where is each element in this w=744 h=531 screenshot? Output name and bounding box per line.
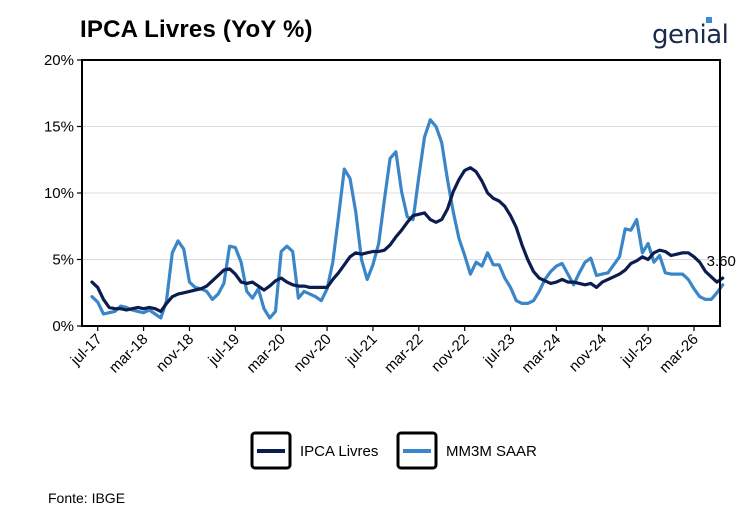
x-tick-label: jul-23	[480, 331, 519, 370]
series-line-mm3m-saar	[90, 118, 725, 320]
legend-label: IPCA Livres	[300, 443, 378, 460]
logo-text: genial	[652, 20, 729, 50]
x-axis: jul-17 mar-18 nov-18 jul-19 mar-20 nov-20 jul-…	[67, 326, 702, 376]
x-tick-label: mar-24	[519, 331, 565, 377]
series-lines	[90, 118, 725, 320]
x-tick-label: mar-20	[243, 331, 289, 377]
x-tick-label: mar-26	[656, 331, 702, 377]
legend: IPCA Livres MM3M SAAR	[250, 431, 537, 470]
logo-accent-square	[706, 17, 712, 23]
last-value-annotation: 3.60	[707, 253, 736, 270]
x-tick-label: mar-18	[106, 331, 152, 377]
legend-item-ipca-livres: IPCA Livres	[250, 431, 378, 470]
plot-frame	[81, 59, 721, 327]
legend-item-mm3m-saar: MM3M SAAR	[396, 431, 537, 470]
source-note: Fonte: IBGE	[48, 490, 126, 506]
x-tick-label: nov-22	[428, 331, 472, 375]
y-tick-label: 20%	[44, 52, 74, 69]
genial-logo: genial	[652, 17, 729, 50]
y-tick-label: 15%	[44, 119, 74, 136]
y-tick-label: 0%	[52, 318, 74, 335]
x-tick-label: nov-20	[290, 331, 334, 375]
x-tick-label: jul-17	[67, 331, 106, 370]
legend-label: MM3M SAAR	[446, 443, 537, 460]
x-tick-label: nov-24	[566, 331, 610, 375]
chart-title: IPCA Livres (YoY %)	[80, 16, 313, 43]
x-tick-label: jul-25	[617, 331, 656, 370]
series-line-ipca-livres	[90, 166, 725, 313]
x-tick-label: mar-22	[381, 331, 427, 377]
x-tick-label: jul-21	[342, 331, 381, 370]
y-axis: 0% 5% 10% 15% 20%	[44, 52, 82, 335]
y-tick-label: 10%	[44, 185, 74, 202]
y-tick-label: 5%	[52, 252, 74, 269]
x-tick-label: jul-19	[204, 331, 243, 370]
x-tick-label: nov-18	[153, 331, 197, 375]
